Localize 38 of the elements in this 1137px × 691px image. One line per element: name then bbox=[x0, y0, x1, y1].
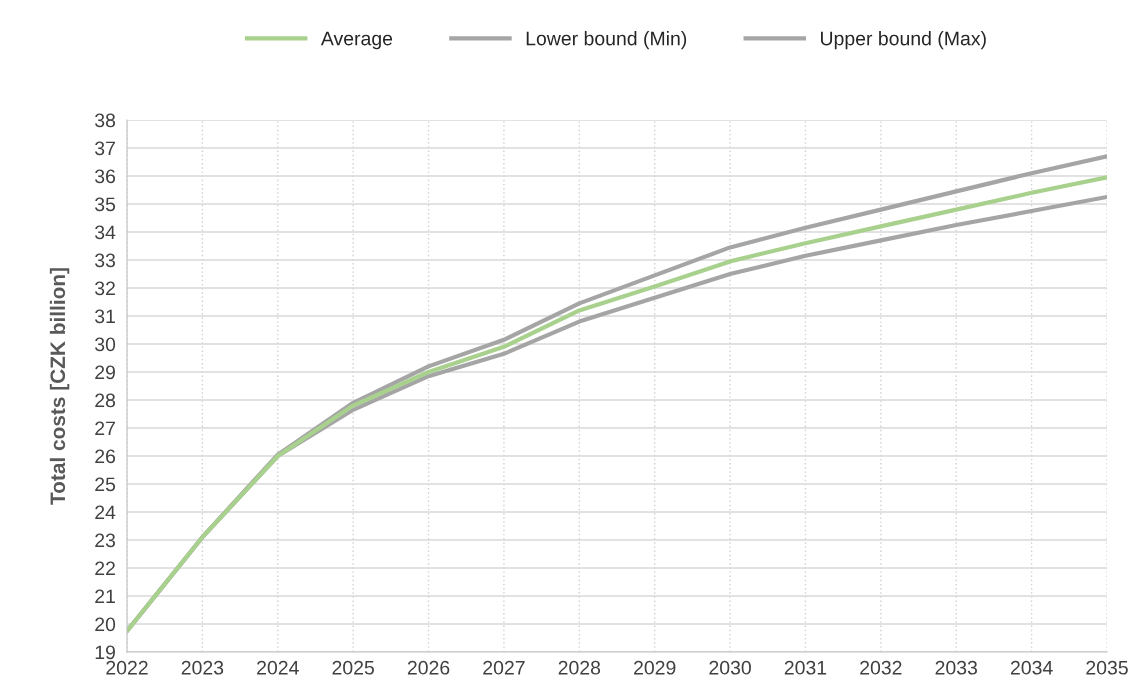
y-tick-label: 23 bbox=[95, 533, 116, 548]
legend-label: Average bbox=[320, 31, 393, 50]
y-tick-label: 20 bbox=[95, 617, 116, 632]
x-tick-label: 2025 bbox=[332, 660, 374, 675]
x-tick-label: 2026 bbox=[407, 660, 450, 675]
x-tick-label: 2028 bbox=[558, 660, 601, 675]
y-tick-label: 22 bbox=[95, 561, 115, 576]
x-tick-label: 2030 bbox=[709, 660, 751, 675]
y-tick-label: 30 bbox=[95, 337, 116, 352]
y-tick-label: 38 bbox=[95, 113, 116, 128]
y-tick-label: 19 bbox=[95, 645, 115, 660]
y-tick-label: 29 bbox=[95, 365, 115, 380]
y-axis-title: Total costs [CZK billion] bbox=[49, 268, 70, 505]
x-tick-label: 2035 bbox=[1086, 660, 1128, 675]
y-tick-label: 31 bbox=[95, 309, 115, 324]
y-tick-label: 33 bbox=[95, 253, 116, 268]
x-tick-label: 2033 bbox=[935, 660, 978, 675]
y-tick-label: 32 bbox=[95, 281, 115, 296]
x-tick-label: 2024 bbox=[257, 660, 299, 675]
x-tick-label: 2029 bbox=[634, 660, 676, 675]
y-tick-label: 28 bbox=[95, 393, 116, 408]
x-tick-label: 2032 bbox=[860, 660, 902, 675]
x-tick-label: 2027 bbox=[483, 660, 525, 675]
y-tick-label: 27 bbox=[95, 421, 115, 436]
y-tick-label: 26 bbox=[95, 449, 116, 464]
x-tick-label: 2031 bbox=[784, 660, 827, 675]
y-tick-label: 36 bbox=[95, 169, 116, 184]
y-tick-label: 34 bbox=[95, 225, 116, 240]
y-tick-label: 24 bbox=[95, 505, 116, 520]
legend-label: Lower bound (Min) bbox=[526, 31, 687, 50]
legend-label: Upper bound (Max) bbox=[821, 31, 986, 50]
x-tick-label: 2022 bbox=[106, 660, 148, 675]
y-tick-label: 35 bbox=[95, 197, 116, 212]
x-tick-label: 2034 bbox=[1010, 660, 1053, 675]
x-tick-label: 2023 bbox=[181, 660, 224, 675]
y-tick-label: 21 bbox=[95, 589, 115, 604]
y-tick-label: 37 bbox=[95, 141, 115, 156]
y-tick-label: 25 bbox=[95, 477, 116, 492]
